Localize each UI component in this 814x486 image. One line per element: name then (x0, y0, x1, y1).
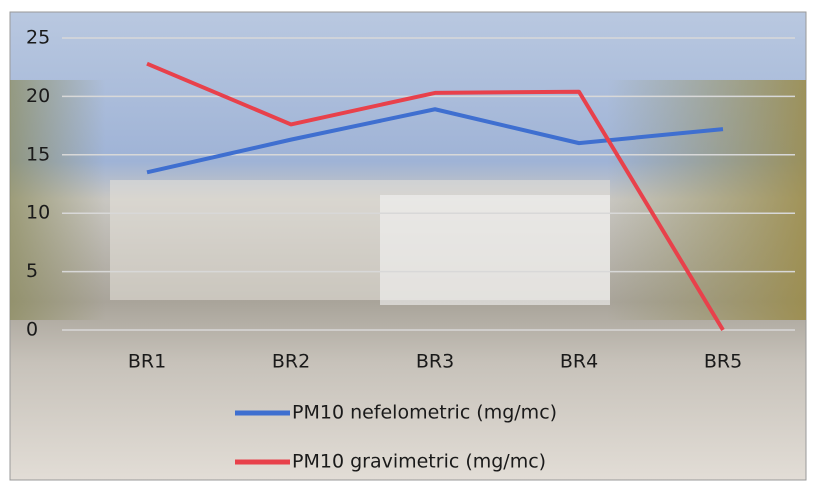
series-line (146, 107, 724, 175)
y-tick-label: 15 (26, 143, 50, 165)
series-line (146, 61, 725, 332)
legend-label: PM10 nefelometric (mg/mc) (292, 402, 557, 424)
x-tick-label: BR1 (128, 351, 166, 373)
legend-label: PM10 gravimetric (mg/mc) (292, 451, 546, 473)
x-tick-label: BR2 (272, 351, 310, 373)
x-tick-label: BR5 (704, 351, 742, 373)
y-tick-label: 20 (26, 85, 50, 107)
y-tick-label: 5 (26, 260, 38, 282)
y-tick-label: 0 (26, 319, 38, 341)
x-tick-label: BR3 (416, 351, 454, 373)
y-tick-label: 25 (26, 27, 50, 49)
x-tick-label: BR4 (560, 351, 598, 373)
background-fountain (380, 195, 610, 305)
y-tick-label: 10 (26, 202, 50, 224)
